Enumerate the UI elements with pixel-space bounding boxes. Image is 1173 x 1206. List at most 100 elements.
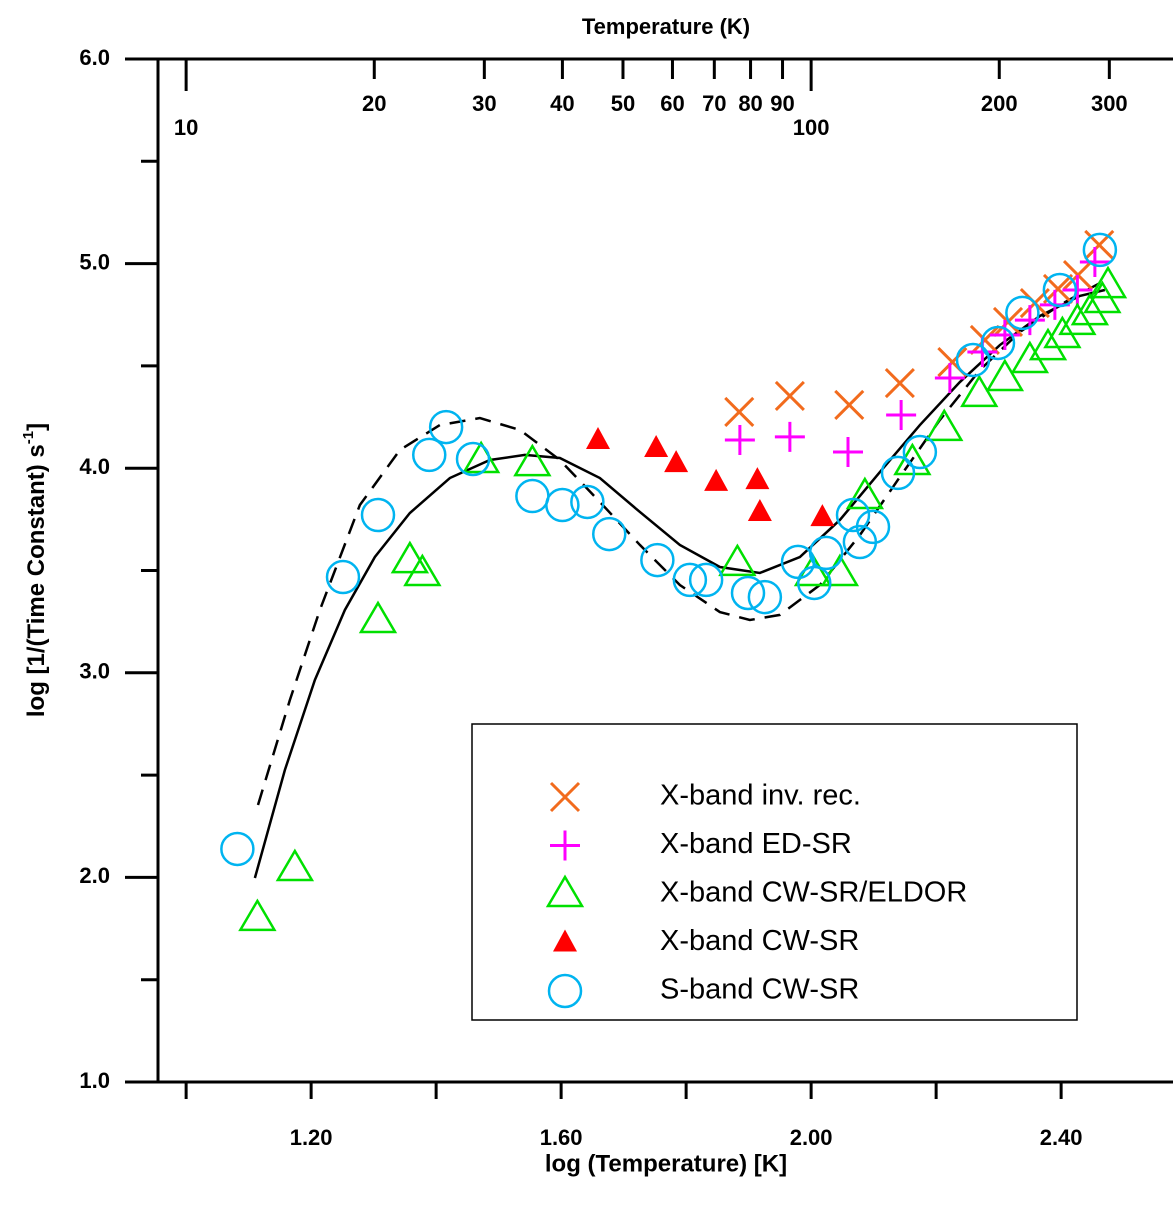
marker [960, 374, 999, 408]
marker [1042, 272, 1078, 308]
y-label-text: log [1/(Time Constant) s [23, 444, 50, 717]
marker-part [1014, 305, 1045, 336]
marker-part [515, 478, 550, 514]
marker-part [724, 396, 755, 427]
marker-part [893, 442, 932, 476]
x2-tick-label: 20 [362, 91, 386, 116]
marker-part [1070, 292, 1110, 326]
marker [808, 535, 844, 571]
marker-part [808, 535, 844, 571]
marker-part [745, 467, 770, 490]
marker [1079, 246, 1110, 277]
marker [412, 437, 447, 473]
marker [955, 342, 991, 378]
marker-part [1005, 295, 1040, 331]
marker [358, 600, 398, 634]
marker-part [1028, 327, 1068, 361]
marker-part [1088, 265, 1128, 299]
marker [969, 324, 1000, 355]
marker-part [1042, 272, 1078, 308]
marker [238, 898, 277, 932]
marker-part [820, 553, 860, 587]
x2-tick-label: 60 [660, 91, 684, 116]
marker [774, 380, 805, 412]
marker [461, 440, 501, 474]
marker [845, 476, 885, 510]
marker-part [553, 929, 577, 952]
marker [672, 562, 708, 598]
marker [403, 553, 442, 587]
marker [884, 368, 915, 399]
y-tick-label: 1.0 [79, 1068, 110, 1093]
marker [774, 421, 805, 452]
marker [325, 559, 361, 595]
marker-part [1079, 246, 1110, 277]
y-tick-label: 3.0 [79, 659, 110, 684]
x2-tick-label: 50 [611, 91, 635, 116]
marker [1010, 340, 1050, 374]
legend-label: X-band ED-SR [660, 828, 852, 860]
marker-part [835, 497, 871, 533]
marker-part [220, 831, 255, 867]
marker-part [513, 443, 552, 477]
marker [980, 325, 1016, 361]
y-label-end: ] [23, 423, 50, 431]
marker-part [902, 434, 938, 470]
marker [1028, 327, 1068, 361]
marker-part [833, 437, 863, 468]
marker [220, 831, 255, 867]
marker-part [774, 421, 805, 452]
marker-part [774, 380, 805, 412]
marker [834, 389, 865, 421]
legend-marker [545, 874, 585, 908]
x2-tick-label: 300 [1091, 91, 1128, 116]
marker [718, 543, 757, 577]
marker [644, 434, 669, 457]
legend-label: X-band inv. rec. [660, 780, 861, 812]
marker [1084, 229, 1115, 261]
marker [747, 498, 772, 521]
y-tick-label: 5.0 [79, 249, 110, 274]
marker-part [455, 441, 491, 477]
marker-part [925, 408, 964, 442]
marker [820, 553, 860, 587]
marker [513, 443, 552, 477]
marker [893, 442, 932, 476]
marker [1014, 305, 1045, 336]
x2-tick-label: 10 [174, 115, 198, 140]
x-tick-label: 1.60 [540, 1125, 583, 1150]
marker-part [1058, 302, 1097, 336]
marker [275, 848, 315, 882]
marker [1062, 274, 1093, 305]
marker-part [884, 368, 915, 399]
marker [688, 562, 724, 598]
marker-part [845, 476, 885, 510]
legend-box [471, 723, 1078, 1021]
marker [855, 509, 891, 545]
marker-part [640, 542, 675, 578]
marker-part [989, 320, 1020, 351]
marker [730, 575, 766, 611]
marker [797, 565, 832, 601]
fit-line [256, 281, 1101, 806]
marker-part [664, 450, 689, 473]
marker-part [880, 455, 916, 491]
y-label-sup: -1 [20, 431, 37, 444]
marker-part [718, 543, 757, 577]
marker [745, 467, 770, 490]
marker-part [360, 497, 396, 533]
marker [360, 497, 396, 533]
marker-part [985, 358, 1025, 392]
y-axis-label: log [1/(Time Constant) s-1] [20, 423, 50, 717]
marker [835, 497, 871, 533]
legend-label: S-band CW-SR [660, 974, 859, 1006]
legend-marker [550, 830, 580, 861]
marker-part [672, 562, 708, 598]
x-tick-label: 2.40 [1040, 1125, 1083, 1150]
marker-part [1082, 232, 1118, 268]
marker-part [688, 562, 724, 598]
marker [592, 516, 627, 552]
marker-part [834, 389, 865, 421]
marker [902, 434, 938, 470]
